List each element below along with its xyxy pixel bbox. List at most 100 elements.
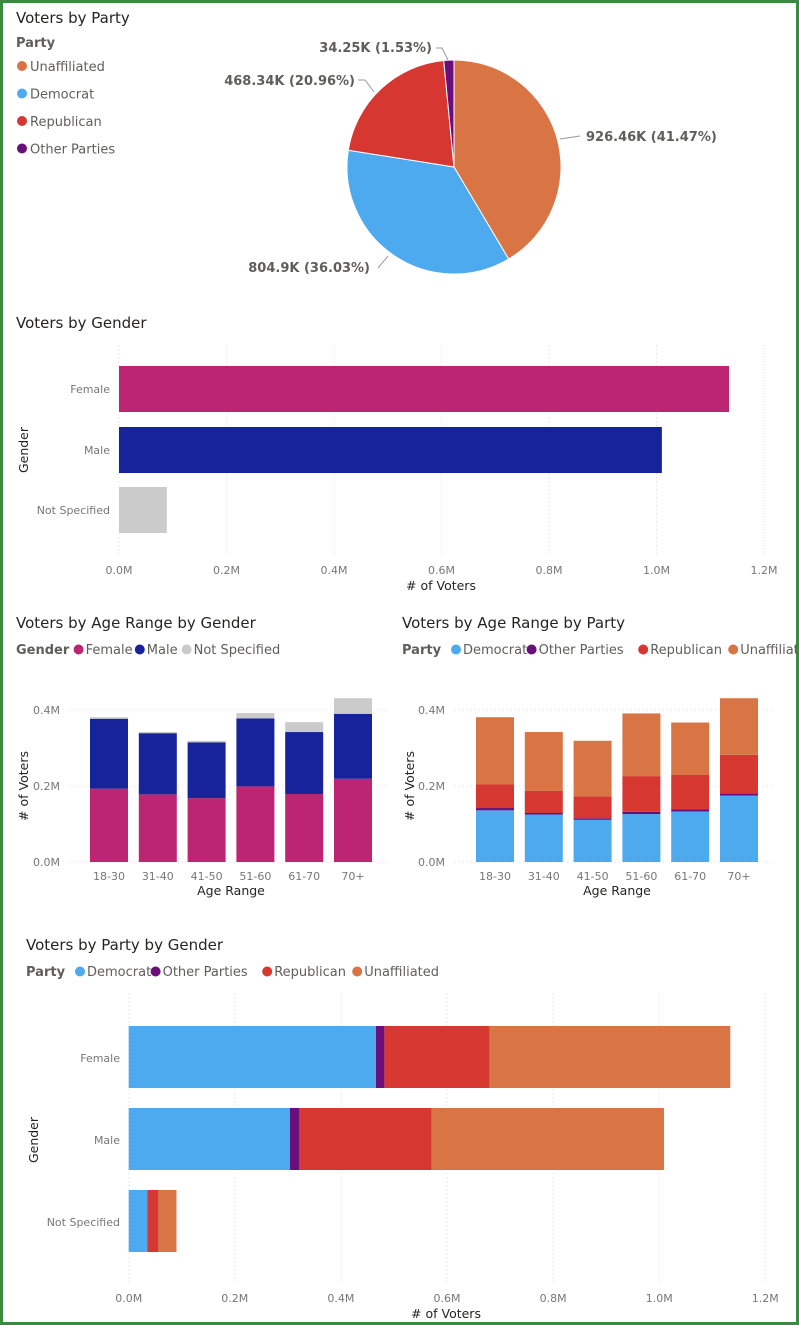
bar-segment[interactable] <box>236 718 275 787</box>
data-label: 926.46K (41.47%) <box>586 130 717 145</box>
bar-segment[interactable] <box>138 794 177 862</box>
legend-marker <box>17 88 27 99</box>
bar-segment[interactable] <box>285 722 324 733</box>
y-category-label: Male <box>84 444 110 457</box>
bar-segment[interactable] <box>671 809 710 812</box>
bar-segment[interactable] <box>187 742 226 799</box>
bar-segment[interactable] <box>524 790 563 813</box>
legend-item[interactable]: Democrat <box>463 643 527 658</box>
bar-segment[interactable] <box>622 814 661 862</box>
bar-segment[interactable] <box>671 774 710 810</box>
y-tick-label: 0.4M <box>418 704 445 717</box>
bar-segment[interactable] <box>128 1026 376 1088</box>
pie-slice[interactable] <box>443 59 455 168</box>
bar-segment[interactable] <box>573 818 612 820</box>
bar-segment[interactable] <box>285 793 324 862</box>
legend-item[interactable]: Unaffiliated <box>364 965 439 980</box>
bar-segment[interactable] <box>524 814 563 863</box>
y-axis-title: # of Voters <box>402 751 417 821</box>
bar-segment[interactable] <box>622 713 661 777</box>
bar-segment[interactable] <box>138 733 177 795</box>
bar-segment[interactable] <box>573 740 612 797</box>
legend-item[interactable]: Other Parties <box>30 143 115 158</box>
x-category-label: 61-70 <box>288 870 320 883</box>
legend-item[interactable]: Democrat <box>87 965 151 980</box>
bar-segment[interactable] <box>671 811 710 862</box>
bar-segment[interactable] <box>236 713 275 719</box>
x-category-label: 41-50 <box>577 870 609 883</box>
y-category-label: Male <box>94 1134 120 1147</box>
bar-segment[interactable] <box>720 698 758 755</box>
x-category-label: 41-50 <box>191 870 223 883</box>
bar-segment[interactable] <box>187 798 226 862</box>
bar-segment[interactable] <box>573 819 612 862</box>
bar-segment[interactable] <box>384 1026 490 1088</box>
bar-segment[interactable] <box>187 740 226 743</box>
bar-segment[interactable] <box>476 717 514 785</box>
bar-segment[interactable] <box>334 713 372 779</box>
bar-segment[interactable] <box>138 732 177 734</box>
legend-marker <box>638 644 649 655</box>
bar-segment[interactable] <box>128 1108 290 1170</box>
pie-slice[interactable] <box>453 59 562 260</box>
bar-segment[interactable] <box>431 1108 664 1170</box>
bar-segment[interactable] <box>671 722 710 775</box>
legend-item[interactable]: Republican <box>650 643 722 658</box>
legend-item[interactable]: Unaffiliated <box>740 643 799 658</box>
bar-segment[interactable] <box>375 1026 385 1088</box>
x-category-label: 70+ <box>727 870 750 883</box>
chart-title: Voters by Age Range by Party <box>402 614 625 632</box>
bar-segment[interactable] <box>524 732 563 791</box>
bar-segment[interactable] <box>285 732 324 794</box>
legend-item[interactable]: Other Parties <box>539 643 624 658</box>
bar-segment[interactable] <box>573 796 612 819</box>
x-tick-label: 1.0M <box>646 1292 673 1305</box>
bar[interactable] <box>119 366 730 412</box>
x-category-label: 51-60 <box>239 870 271 883</box>
legend-item[interactable]: Unaffiliated <box>30 60 105 75</box>
legend-item[interactable]: Republican <box>274 965 346 980</box>
bar[interactable] <box>119 427 662 473</box>
bar-segment[interactable] <box>236 786 275 862</box>
bar-segment[interactable] <box>298 1108 432 1170</box>
x-tick-label: 1.2M <box>752 1292 779 1305</box>
chart-title: Voters by Gender <box>16 314 147 332</box>
bar-segment[interactable] <box>622 776 661 812</box>
bar-segment[interactable] <box>622 811 661 815</box>
x-tick-label: 0.8M <box>536 564 563 577</box>
legend-item[interactable]: Other Parties <box>163 965 248 980</box>
legend-marker <box>17 143 27 154</box>
bar-segment[interactable] <box>720 793 758 796</box>
legend-title: Party <box>16 36 56 51</box>
bar-segment[interactable] <box>334 778 372 862</box>
bar-segment[interactable] <box>489 1026 731 1088</box>
bar-segment[interactable] <box>289 1108 299 1170</box>
bar[interactable] <box>119 487 167 533</box>
bar-segment[interactable] <box>524 812 563 815</box>
leader-line <box>377 255 389 269</box>
pie-slice[interactable] <box>346 149 510 275</box>
y-axis-title: Gender <box>16 426 31 473</box>
bar-segment[interactable] <box>334 698 372 714</box>
bar-segment[interactable] <box>90 717 128 719</box>
bar-segment[interactable] <box>158 1190 177 1252</box>
legend-item[interactable]: Female <box>86 643 133 658</box>
legend-item[interactable]: Not Specified <box>194 643 281 658</box>
bar-segment[interactable] <box>147 1190 148 1252</box>
legend-marker <box>17 61 27 71</box>
legend-item[interactable]: Republican <box>30 115 102 130</box>
pie-slice[interactable] <box>347 59 455 168</box>
bar-segment[interactable] <box>90 718 128 789</box>
bar-segment[interactable] <box>476 784 514 809</box>
bar-segment[interactable] <box>147 1190 159 1252</box>
x-tick-label: 0.2M <box>213 564 240 577</box>
legend-item[interactable]: Male <box>147 643 178 658</box>
legend-item[interactable]: Democrat <box>30 88 94 103</box>
bar-segment[interactable] <box>128 1190 148 1252</box>
bar-segment[interactable] <box>720 795 758 863</box>
bar-segment[interactable] <box>90 788 128 862</box>
bar-segment[interactable] <box>720 754 758 794</box>
bar-segment[interactable] <box>476 808 514 811</box>
bar-segment[interactable] <box>476 810 514 862</box>
